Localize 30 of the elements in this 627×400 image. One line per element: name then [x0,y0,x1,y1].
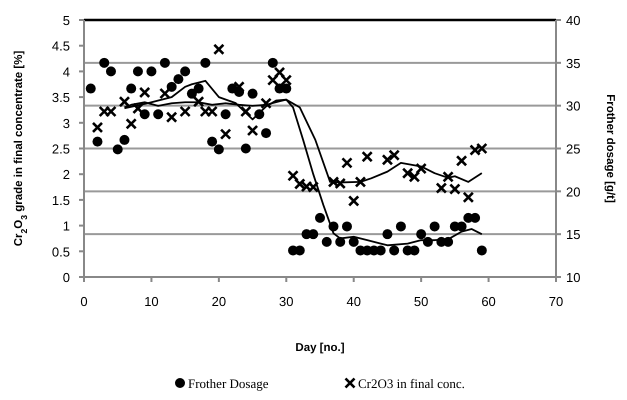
x-axis-title: Day [no.] [295,342,345,354]
x-tick-label: 50 [414,294,428,309]
y2-tick-label: 10 [566,270,580,285]
x-tick-label: 40 [346,294,361,309]
y-tick-label: 2.5 [52,142,70,156]
x-tick-label: 0 [80,294,88,309]
y2-tick-label: 40 [566,13,580,28]
y-tick-label: 2 [62,167,70,182]
y2-tick-label: 35 [566,56,580,71]
y-tick-label: 0 [62,270,70,285]
y2-tick-label: 20 [566,184,580,200]
y-tick-label: 4 [62,64,70,80]
legend-label: Frother Dosage [188,376,269,391]
x-tick-label: 70 [548,294,564,309]
x-tick-label: 60 [481,294,496,309]
y-tick-label: 4.5 [52,38,70,54]
legend-label: Cr2O3 in final conc. [358,376,465,391]
y2-tick-label: 15 [566,227,580,242]
y-tick-label: 3 [62,116,70,131]
y-tick-label: 3.5 [52,90,70,106]
y-tick-label: 1.5 [52,192,70,208]
y-tick-label: 0.5 [52,244,70,260]
x-tick-label: 20 [212,294,226,309]
y2-tick-label: 25 [566,142,580,156]
y2-tick-label: 30 [566,98,580,114]
y-tick-label: 5 [62,13,70,28]
x-tick-label: 10 [144,294,159,309]
y2-axis-title: Frother dosage [g/t] [604,94,616,203]
y-tick-label: 1 [62,218,70,234]
x-tick-label: 30 [279,294,294,309]
